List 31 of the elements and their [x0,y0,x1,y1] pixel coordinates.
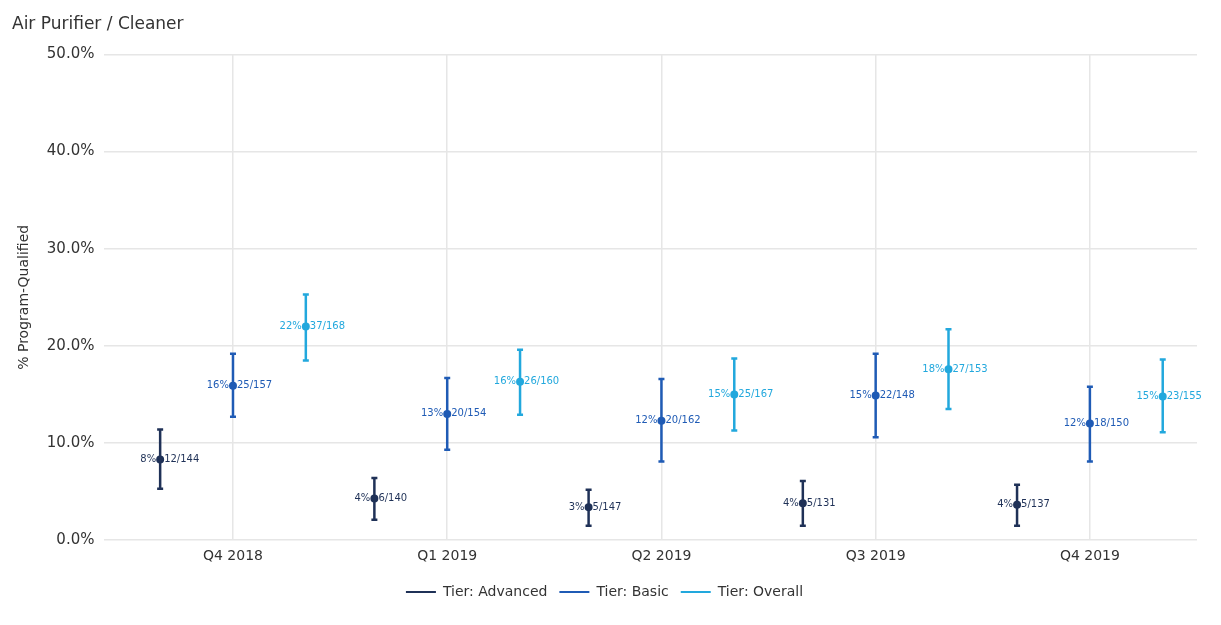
data-label: 4% 5/137 [997,498,1050,510]
legend-label: Tier: Advanced [441,582,548,599]
data-label: 13% 20/154 [420,407,487,419]
x-tick-label: Q4 2019 [1059,547,1120,564]
data-label: 4% 5/131 [782,496,836,508]
x-tick-label: Q1 2019 [417,547,478,564]
chart-title: Air Purifier / Cleaner [12,12,184,33]
y-tick-label: 30.0% [46,238,95,257]
data-label: 3% 5/147 [568,500,622,512]
data-label: 15% 23/155 [1136,390,1202,401]
data-label: 16% 26/160 [493,375,560,387]
data-label: 15% 22/148 [849,389,915,401]
x-tick-label: Q2 2019 [631,547,692,564]
data-label: 4% 6/140 [354,492,408,504]
y-tick-label: 10.0% [46,432,95,451]
y-axis-title: % Program-Qualified [15,224,32,370]
data-label: 8% 12/144 [140,453,200,465]
data-label: 12% 18/150 [1063,417,1130,429]
legend-label: Tier: Basic [595,582,669,599]
y-tick-label: 0.0% [56,530,95,549]
y-tick-label: 20.0% [46,335,95,354]
y-tick-label: 40.0% [46,141,95,160]
data-label: 16% 25/157 [206,379,273,391]
data-label: 22% 37/168 [279,320,346,332]
data-label: 12% 20/162 [635,414,701,426]
x-tick-label: Q3 2019 [845,547,906,564]
data-label: 18% 27/153 [922,362,988,374]
legend-label: Tier: Overall [716,582,804,599]
x-tick-label: Q4 2018 [202,547,263,564]
data-label: 15% 25/167 [708,388,774,400]
y-tick-label: 50.0% [46,44,95,63]
